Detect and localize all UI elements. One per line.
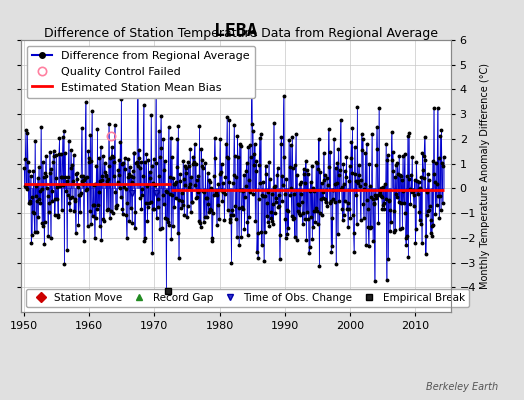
Difference from Regional Average (135, 62, 141, 67)
Text: Berkeley Earth: Berkeley Earth (425, 382, 498, 392)
Difference from Regional Average (268, 216, 274, 221)
Difference from Regional Average (163, 290, 169, 295)
Difference from Regional Average (28, 240, 35, 245)
Difference from Regional Average (21, 166, 27, 170)
Difference from Regional Average (341, 213, 347, 218)
Legend: Station Move, Record Gap, Time of Obs. Change, Empirical Break: Station Move, Record Gap, Time of Obs. C… (26, 289, 469, 307)
Difference from Regional Average (441, 154, 447, 159)
Difference from Regional Average (88, 222, 94, 226)
Y-axis label: Monthly Temperature Anomaly Difference (°C): Monthly Temperature Anomaly Difference (… (481, 63, 490, 289)
Difference from Regional Average (298, 179, 304, 184)
Line: Difference from Regional Average: Difference from Regional Average (23, 64, 445, 294)
Difference from Regional Average (190, 155, 196, 160)
Text: Difference of Station Temperature Data from Regional Average: Difference of Station Temperature Data f… (44, 28, 438, 40)
Title: LEBA: LEBA (214, 22, 258, 40)
